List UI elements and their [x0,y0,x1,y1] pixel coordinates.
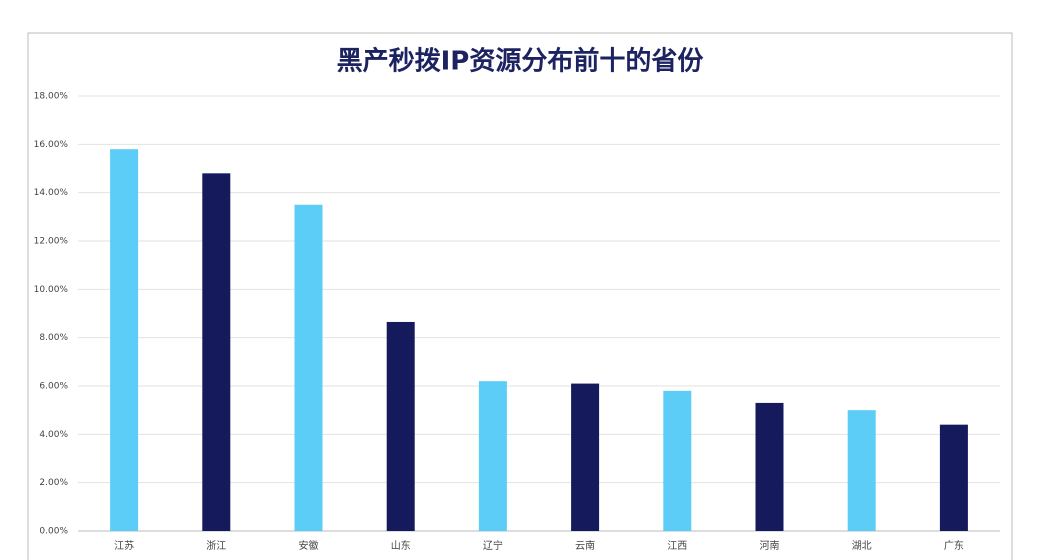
bar [847,410,876,531]
y-tick-label: 14.00% [34,188,69,198]
y-tick-label: 12.00% [34,237,69,247]
bar [202,173,231,532]
bar [939,424,968,531]
x-tick-label: 湖北 [852,540,872,552]
x-tick-label: 辽宁 [483,539,503,552]
y-tick-label: 18.00% [34,92,69,102]
x-tick-label: 江苏 [114,539,134,552]
bar [478,381,507,531]
x-tick-label: 广东 [944,539,964,552]
x-tick-label: 安徽 [299,539,319,552]
x-tick-label: 河南 [760,539,780,552]
x-tick-label: 江西 [667,540,687,552]
y-tick-label: 16.00% [34,140,69,150]
y-tick-label: 10.00% [34,285,69,295]
bar [755,402,784,531]
chart-title: 黑产秒拨IP资源分布前十的省份 [337,46,704,77]
y-tick-label: 8.00% [39,333,68,343]
bar [571,383,600,531]
y-tick-label: 0.00% [39,527,68,537]
bar [294,204,323,531]
y-tick-label: 6.00% [39,382,68,392]
x-tick-label: 浙江 [206,540,226,552]
bar [663,390,692,531]
bar [110,149,139,531]
x-tick-label: 云南 [575,539,595,552]
bar [386,321,415,531]
y-tick-label: 2.00% [39,478,68,488]
x-tick-label: 山东 [391,539,411,552]
y-tick-label: 4.00% [39,430,68,440]
